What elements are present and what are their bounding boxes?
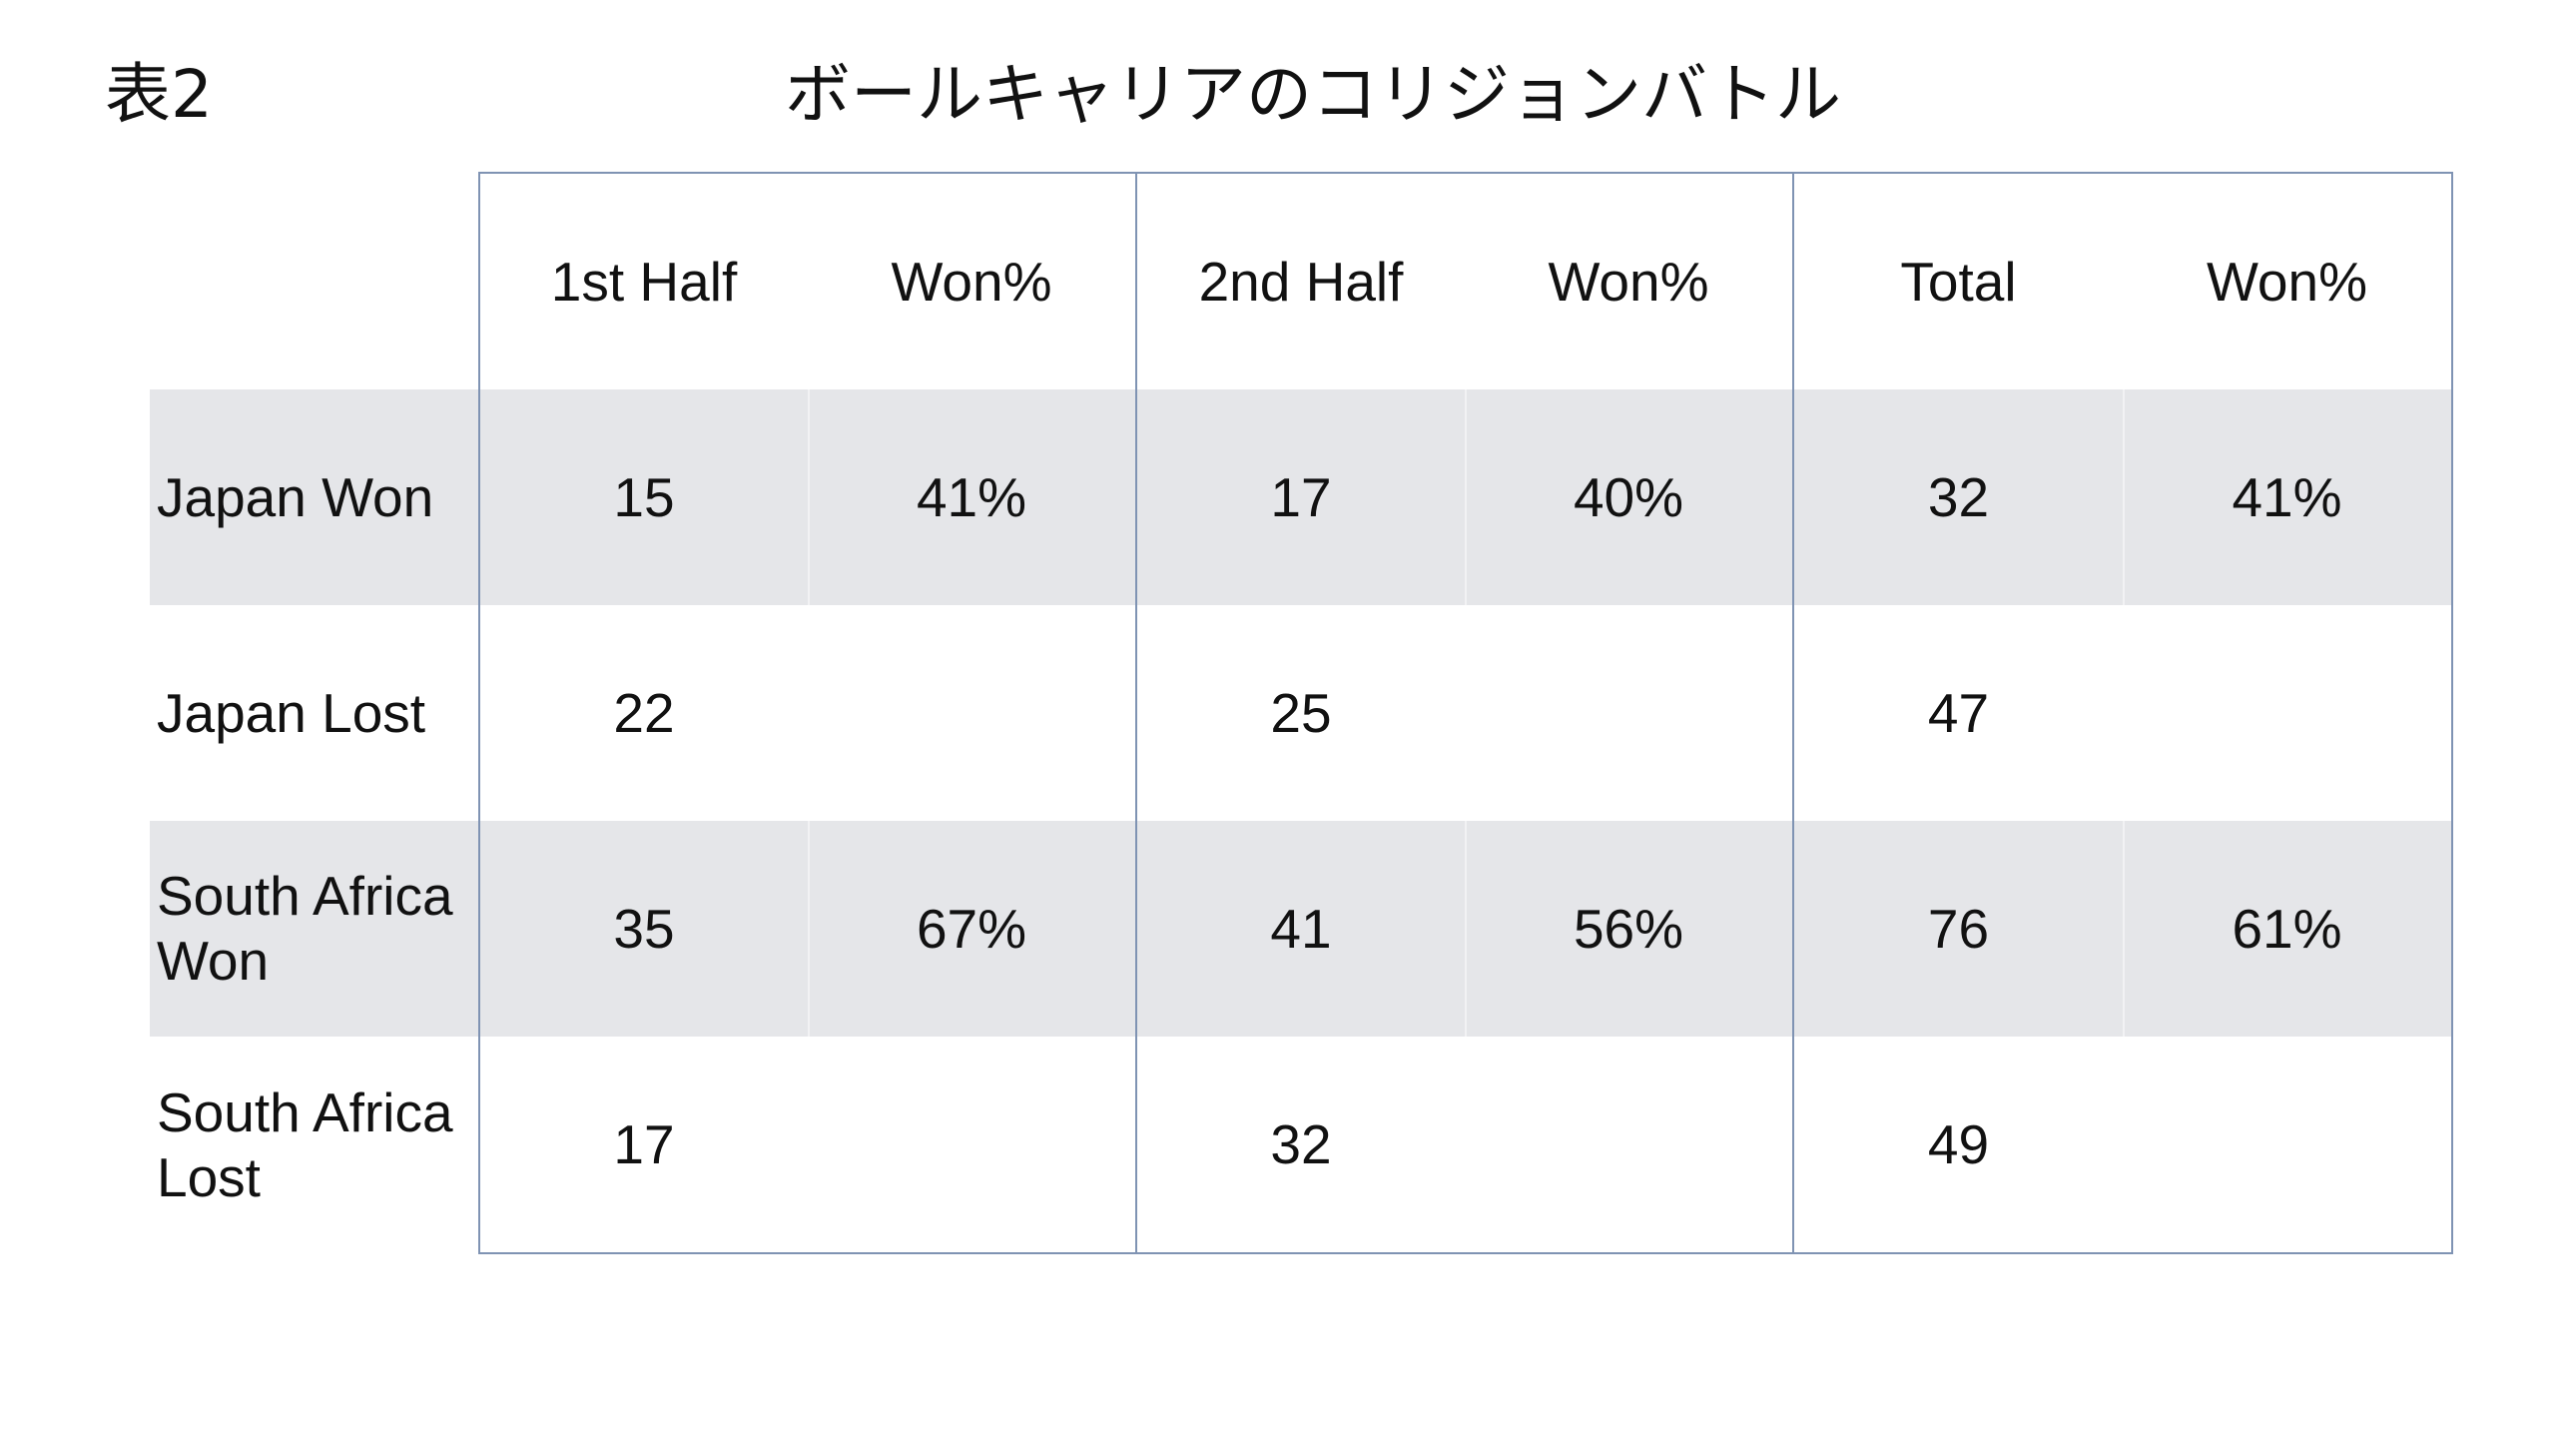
- header-row: 1st Half Won% 2nd Half Won% Total Won%: [150, 172, 2453, 389]
- table-row: South Africa Won 35 67% 41 56% 76 61%: [150, 821, 2453, 1037]
- table-cell: [808, 1037, 1136, 1254]
- header-total-won-pct: Won%: [2123, 172, 2453, 389]
- header-1st-half: 1st Half: [478, 172, 808, 389]
- table-cell: 35: [478, 821, 808, 1037]
- table-cell: [2123, 1037, 2453, 1254]
- table-row: Japan Won 15 41% 17 40% 32 41%: [150, 389, 2453, 605]
- table-cell: 40%: [1465, 389, 1793, 605]
- table-cell: 17: [1135, 389, 1465, 605]
- table-row: Japan Lost 22 25 47: [150, 605, 2453, 821]
- table-cell: [1465, 605, 1793, 821]
- table-cell: 49: [1792, 1037, 2123, 1254]
- table-cell: 32: [1792, 389, 2123, 605]
- collision-table: 1st Half Won% 2nd Half Won% Total Won% J…: [150, 172, 2453, 1254]
- row-label: South Africa Lost: [157, 1080, 453, 1208]
- table-cell: 17: [478, 1037, 808, 1254]
- table-cell: 76: [1792, 821, 2123, 1037]
- table-cell: 56%: [1465, 821, 1793, 1037]
- table-row: South Africa Lost 17 32 49: [150, 1037, 2453, 1254]
- table-cell: 47: [1792, 605, 2123, 821]
- table-cell: 67%: [808, 821, 1136, 1037]
- table-cell: 61%: [2123, 821, 2453, 1037]
- header-2nd-half: 2nd Half: [1135, 172, 1465, 389]
- table-cell: [808, 605, 1136, 821]
- header-2nd-half-won-pct: Won%: [1465, 172, 1793, 389]
- table-cell: [2123, 605, 2453, 821]
- table-title: ボールキャリアのコリジョンバトル: [785, 56, 1841, 133]
- table-cell: 41%: [808, 389, 1136, 605]
- header-total: Total: [1792, 172, 2123, 389]
- header-corner: [150, 173, 479, 389]
- table-cell: 22: [478, 605, 808, 821]
- row-label: South Africa Won: [150, 821, 479, 1037]
- table-cell: 15: [478, 389, 808, 605]
- table-cell: 25: [1135, 605, 1465, 821]
- table-cell: 41%: [2123, 389, 2453, 605]
- table-cell: 32: [1135, 1037, 1465, 1254]
- header-1st-half-won-pct: Won%: [808, 172, 1136, 389]
- table-cell: 41: [1135, 821, 1465, 1037]
- table-cell: [1465, 1037, 1793, 1254]
- row-label: Japan Won: [150, 389, 479, 605]
- table-label: 表2: [105, 56, 213, 133]
- row-label: Japan Lost: [157, 681, 426, 744]
